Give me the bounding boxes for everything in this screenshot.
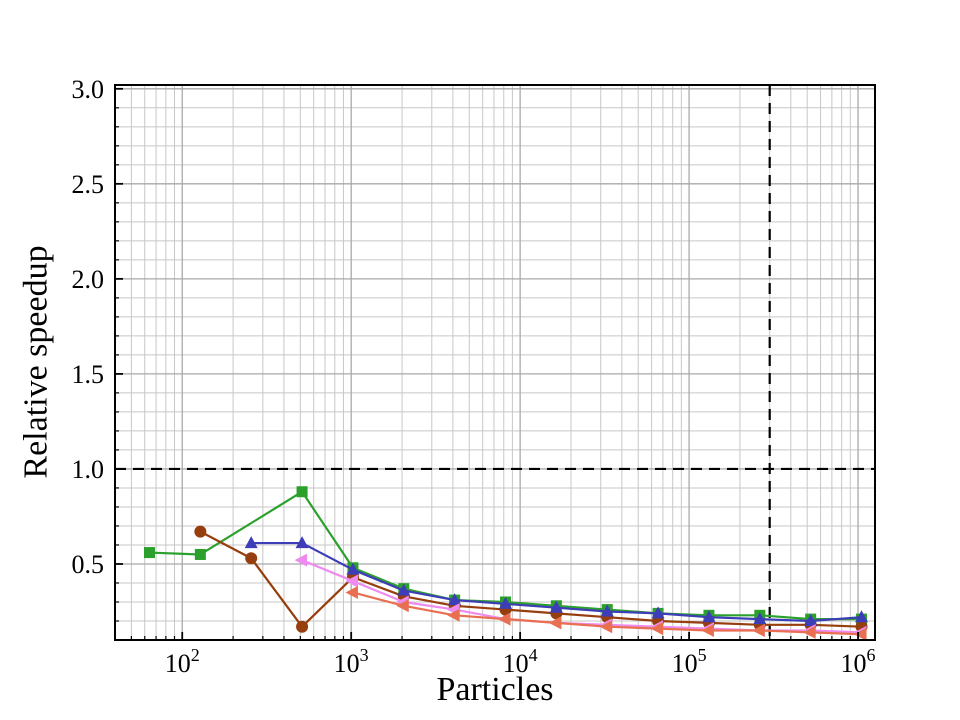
svg-text:2.5: 2.5	[72, 170, 105, 199]
x-axis-label: Particles	[436, 671, 554, 708]
y-axis-label: Relative speedup	[17, 245, 55, 479]
svg-text:103: 103	[334, 645, 369, 678]
svg-text:1.5: 1.5	[72, 360, 105, 389]
svg-text:105: 105	[672, 645, 707, 678]
svg-text:102: 102	[165, 645, 200, 678]
svg-text:0.5: 0.5	[72, 550, 105, 579]
svg-text:1.0: 1.0	[72, 455, 105, 484]
svg-text:104: 104	[503, 645, 538, 678]
svg-text:106: 106	[841, 645, 876, 678]
svg-text:3.0: 3.0	[72, 75, 105, 104]
svg-text:2.0: 2.0	[72, 265, 105, 294]
